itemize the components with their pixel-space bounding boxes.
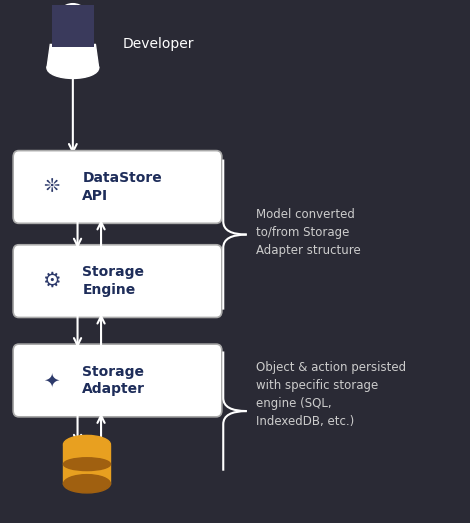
- Text: ✦: ✦: [44, 371, 60, 390]
- Text: DataStore
API: DataStore API: [82, 172, 162, 202]
- Text: Developer: Developer: [122, 38, 194, 51]
- FancyBboxPatch shape: [13, 344, 222, 417]
- Polygon shape: [47, 44, 99, 68]
- Circle shape: [55, 4, 91, 43]
- Ellipse shape: [63, 475, 110, 493]
- Ellipse shape: [47, 58, 99, 78]
- Bar: [63, 445, 110, 484]
- Text: ⚙: ⚙: [42, 271, 61, 291]
- FancyBboxPatch shape: [13, 245, 222, 317]
- FancyBboxPatch shape: [52, 5, 94, 47]
- Text: Object & action persisted
with specific storage
engine (SQL,
IndexedDB, etc.): Object & action persisted with specific …: [256, 361, 406, 428]
- Text: Storage
Adapter: Storage Adapter: [82, 365, 145, 396]
- Ellipse shape: [63, 458, 110, 471]
- FancyBboxPatch shape: [13, 151, 222, 223]
- Circle shape: [84, 477, 90, 485]
- Ellipse shape: [63, 435, 110, 453]
- Text: ❊: ❊: [44, 177, 60, 197]
- Text: Model converted
to/from Storage
Adapter structure: Model converted to/from Storage Adapter …: [256, 208, 361, 257]
- Text: </>: </>: [60, 47, 86, 60]
- Text: Storage
Engine: Storage Engine: [82, 266, 144, 297]
